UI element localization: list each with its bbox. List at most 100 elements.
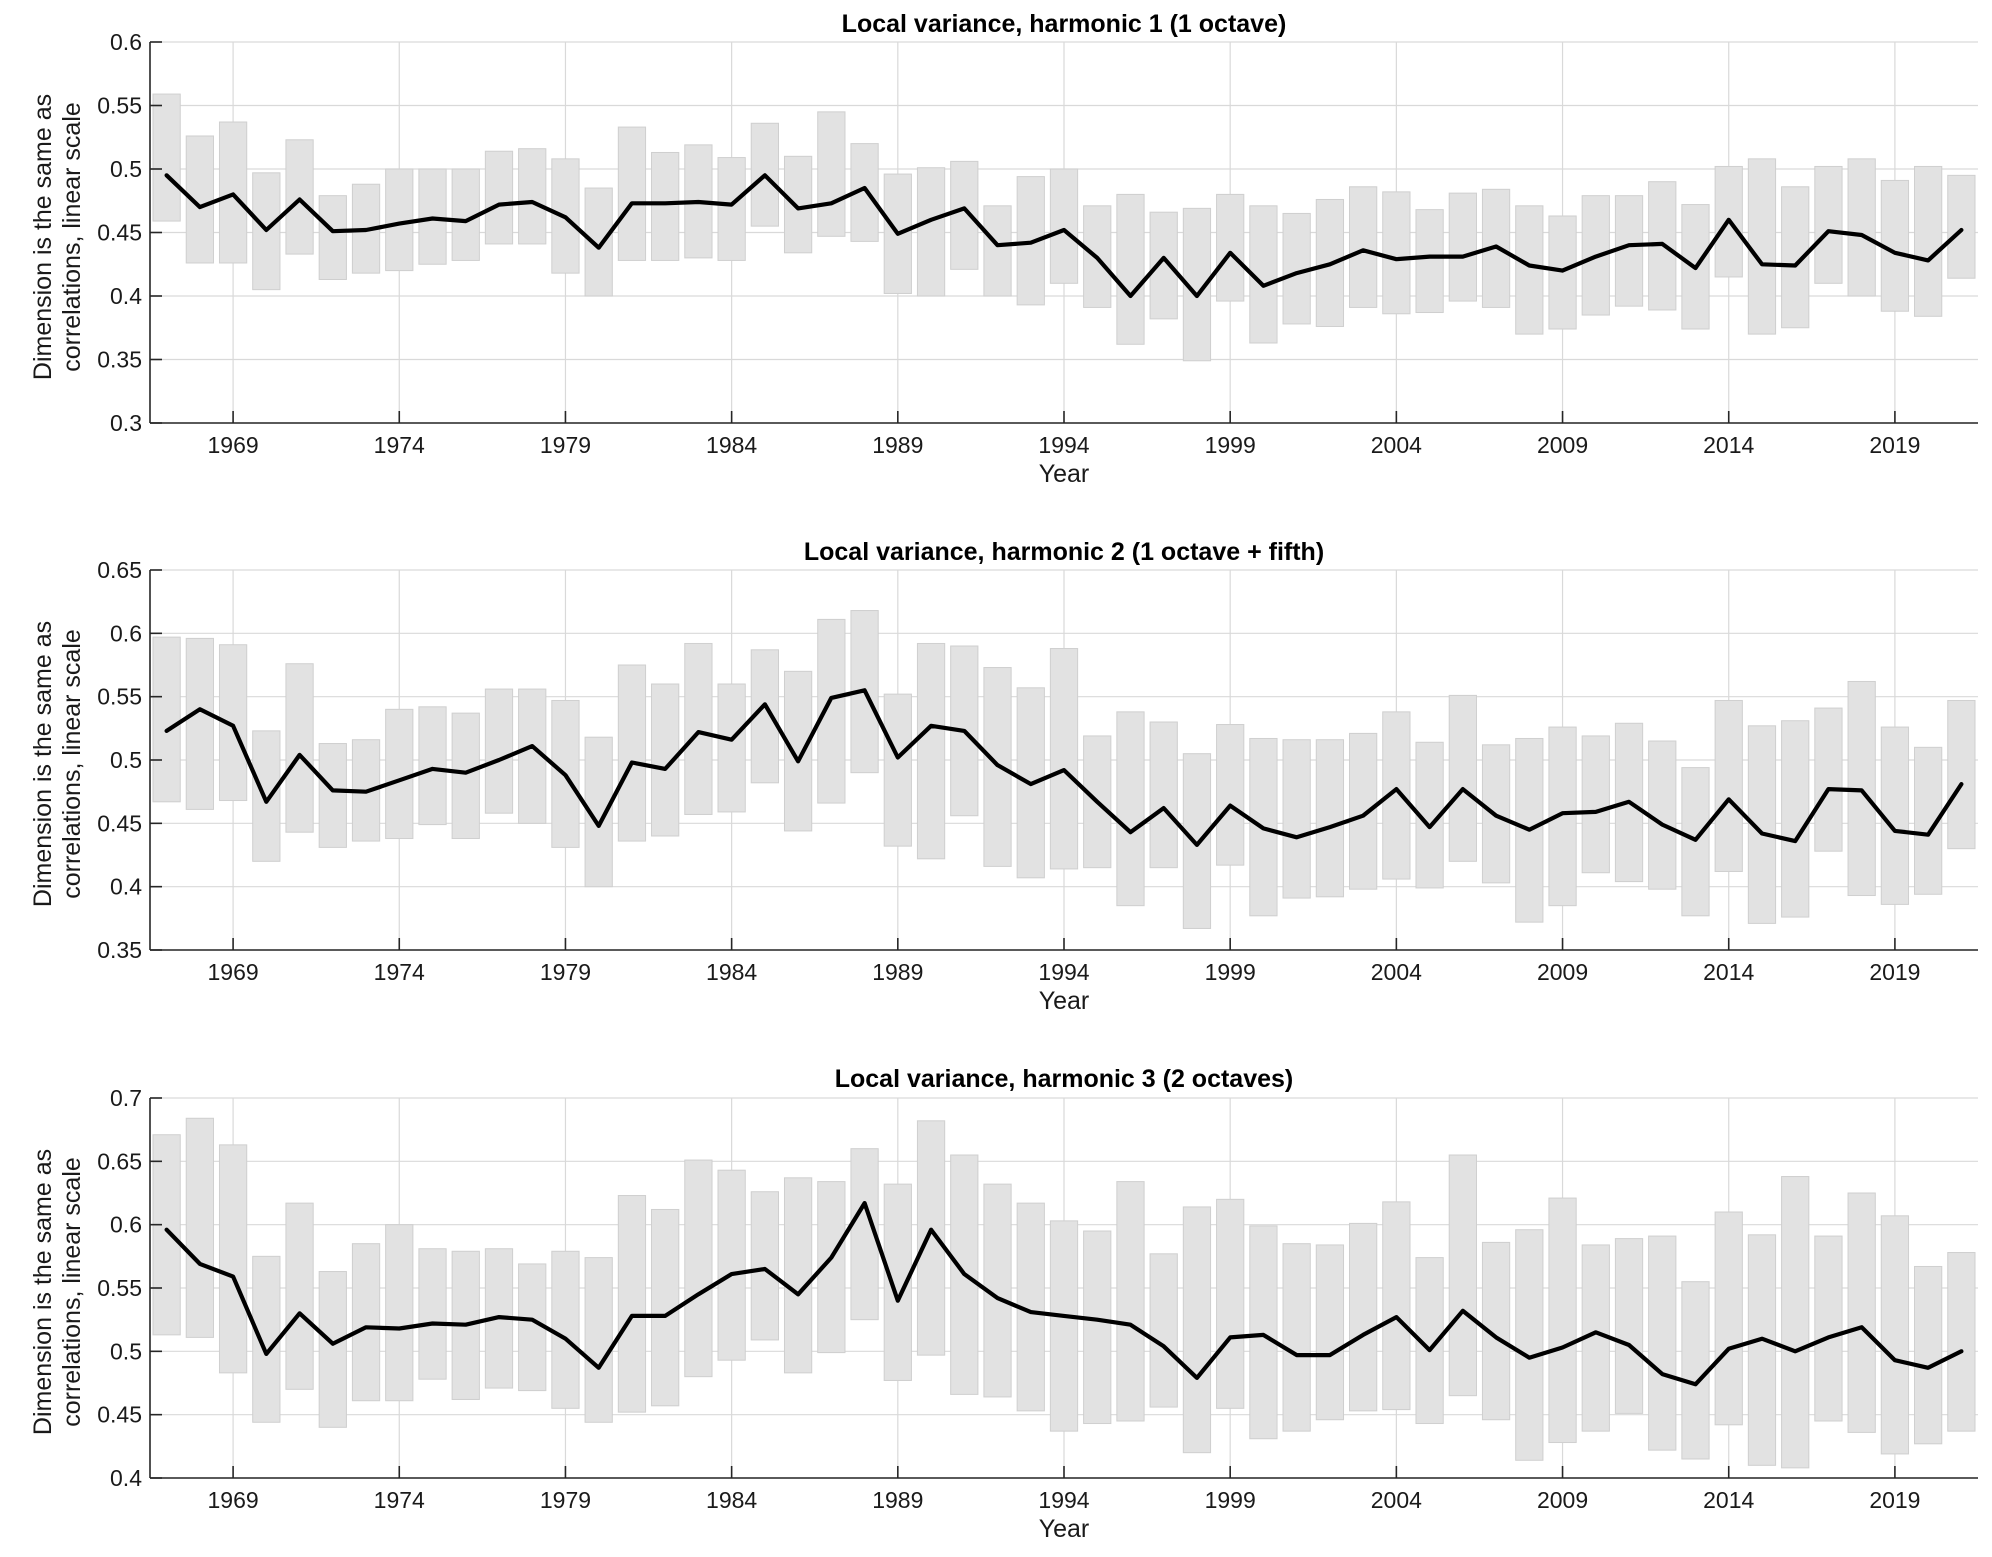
error-box [817,111,846,237]
error-box [1282,739,1311,899]
error-box [152,636,181,803]
error-box [484,150,514,245]
error-box [1182,753,1212,929]
series-line [164,1200,1964,1387]
error-box [1116,193,1145,345]
x-tick-label: 1969 [208,959,259,985]
chart-panel-harmonic-2: Local variance, harmonic 2 (1 octave + f… [29,538,1978,1015]
error-box [1149,211,1178,320]
error-box [185,637,214,810]
error-box [883,693,912,847]
error-box [983,205,1012,297]
x-tick-label: 2004 [1371,432,1422,458]
error-box [1083,1230,1112,1425]
x-tick-label: 1999 [1205,1487,1256,1513]
error-box [518,148,547,245]
y-axis-label-line-2: correlations, linear scale [58,629,86,899]
error-box [252,730,281,862]
x-axis-label: Year [1039,460,1090,488]
error-box [1382,1201,1411,1411]
error-box [1315,1244,1345,1421]
y-tick-label: 0.5 [110,747,142,773]
error-box [684,642,713,815]
error-box [285,139,314,255]
error-box [916,1120,946,1356]
x-tick-labels: 1969 1974 1979 1984 1989 1994 1999 2004 2009 2014… [208,432,1921,458]
x-tick-label: 1969 [208,1487,259,1513]
error-box [1747,1234,1777,1466]
y-tick-label: 0.45 [97,810,142,836]
error-box [783,670,813,832]
y-tick-label: 0.3 [110,410,142,436]
chart-title: Local variance, harmonic 1 (1 octave) [842,10,1287,38]
x-tick-label: 1994 [1038,1487,1089,1513]
y-tick-label: 0.45 [97,220,142,246]
series-line-path [164,1200,1964,1387]
error-box [1847,158,1876,297]
error-box [684,1159,713,1378]
y-tick-labels: 0.35 0.4 0.45 0.5 0.55 0.6 0.65 [97,557,142,963]
error-box [1382,191,1411,315]
x-tick-label: 1979 [540,432,591,458]
error-box [1448,192,1477,302]
chart-panel-harmonic-1: Local variance, harmonic 1 (1 octave) Di… [29,10,1978,488]
x-axis-label: Year [1039,987,1090,1015]
y-tick-label: 0.65 [97,557,142,583]
y-tick-label: 0.4 [110,874,142,900]
x-tick-label: 2009 [1537,959,1588,985]
x-tick-label: 1984 [706,1487,757,1513]
error-box [1515,205,1544,335]
error-box [783,155,813,254]
error-box [1448,1154,1477,1397]
error-box [1880,1215,1910,1455]
error-box [1249,1225,1278,1440]
error-box [1349,186,1378,308]
error-box [418,1248,447,1380]
error-box [651,151,680,261]
x-tick-label: 2014 [1703,959,1754,985]
error-box [916,642,946,860]
y-axis-label-line-1: Dimension is the same as [29,1149,57,1435]
y-tick-label: 0.4 [110,283,142,309]
error-box [1282,212,1311,325]
error-box [1149,721,1178,869]
x-tick-label: 2019 [1869,432,1920,458]
error-box [916,167,946,297]
axes [149,569,1978,951]
x-tick-label: 1979 [540,959,591,985]
error-box [1814,165,1843,284]
error-box [451,712,480,840]
error-box [318,743,347,848]
error-box [1947,699,1976,850]
error-box [1049,1220,1079,1432]
error-box [584,187,613,297]
y-tick-labels: 0.4 0.45 0.5 0.55 0.6 0.65 0.7 [97,1085,142,1491]
y-axis-label-line-1: Dimension is the same as [29,94,57,380]
error-box [318,195,347,280]
error-box [1614,1238,1644,1414]
y-tick-label: 0.35 [97,347,142,373]
x-tick-label: 1989 [872,959,923,985]
series-line [164,173,1964,299]
y-tick-label: 0.5 [110,1338,142,1364]
error-box [1182,1206,1212,1454]
error-box [1481,1241,1511,1421]
x-tick-label: 2019 [1869,959,1920,985]
x-tick-label: 1984 [706,432,757,458]
x-tick-labels: 1969 1974 1979 1984 1989 1994 1999 2004 2009 2014… [208,1487,1921,1513]
chart-title: Local variance, harmonic 3 (2 octaves) [835,1065,1294,1093]
error-box [717,683,746,813]
error-box [717,157,746,261]
error-box [1814,1235,1843,1422]
error-box [1349,1222,1378,1412]
error-box [1349,732,1378,890]
x-tick-label: 2004 [1371,959,1422,985]
x-tick-label: 1974 [374,432,425,458]
error-box [617,126,647,261]
error-box [1282,1243,1311,1432]
y-tick-label: 0.65 [97,1148,142,1174]
error-box [1049,168,1079,284]
error-box [1714,1211,1743,1426]
error-box [1216,193,1245,302]
